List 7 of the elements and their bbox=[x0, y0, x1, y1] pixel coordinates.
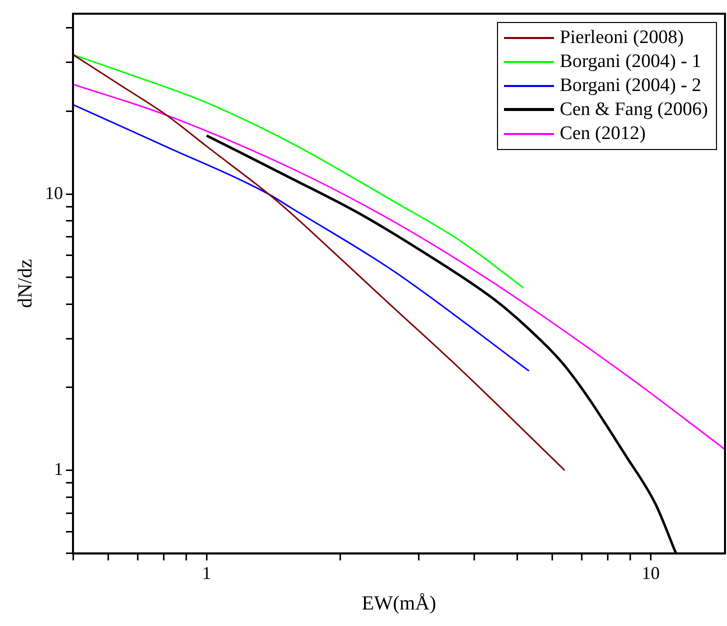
legend-label: Cen & Fang (2006) bbox=[560, 98, 708, 122]
x-axis-title: EW(mÅ) bbox=[362, 592, 436, 614]
legend-label: Pierleoni (2008) bbox=[560, 26, 684, 50]
legend-label: Borgani (2004) - 2 bbox=[560, 74, 702, 98]
legend-label: Cen (2012) bbox=[560, 122, 646, 146]
y-axis-title: dN/dz bbox=[14, 259, 36, 308]
legend-label: Borgani (2004) - 1 bbox=[560, 50, 702, 74]
